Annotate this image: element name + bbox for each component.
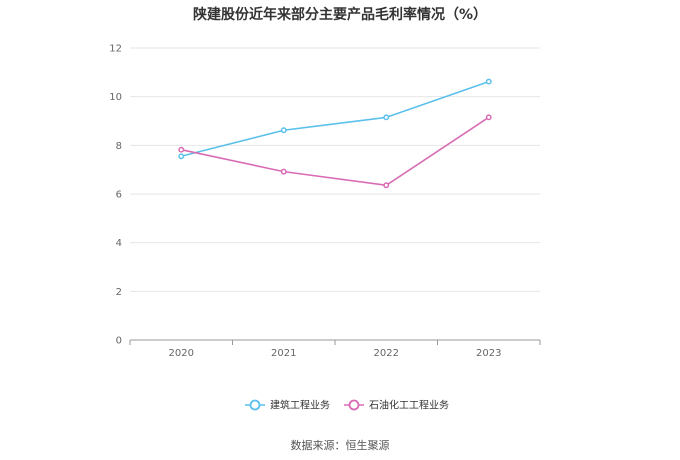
chart-title: 陕建股份近年来部分主要产品毛利率情况（%） [192,7,488,23]
legend-marker-1 [249,399,261,411]
data-point [485,114,492,121]
y-tick-label: 4 [116,238,122,249]
gridlines [130,47,540,292]
data-point [383,182,390,189]
source-note: 数据来源：恒生聚源 [290,439,390,452]
legend-marker-2 [348,399,360,411]
y-tick-label: 8 [116,141,122,152]
legend: 建筑工程业务 石油化工工程业务 [245,399,449,412]
legend-label-2: 石油化工工程业务 [369,399,449,412]
y-tick-label: 0 [116,336,122,347]
x-tick-label: 2020 [169,348,194,359]
axes: 0 2 4 6 8 10 12 2020 2021 2022 2023 [109,44,541,359]
data-point [280,127,287,134]
legend-label-1: 建筑工程业务 [270,399,330,412]
data-point [178,146,185,153]
data-point [383,114,390,121]
series-line-1 [181,80,490,158]
y-tick-label: 2 [116,287,122,298]
data-point [280,168,287,175]
x-tick-label: 2023 [476,348,501,359]
series-group [178,78,492,189]
y-tick-label: 10 [109,92,122,103]
y-tick-label: 12 [109,44,122,55]
x-tick-label: 2021 [271,348,296,359]
y-tick-label: 6 [116,190,122,201]
series-line-2 [181,116,490,187]
x-tick-label: 2022 [374,348,399,359]
data-point [485,78,492,85]
data-point [178,153,185,160]
